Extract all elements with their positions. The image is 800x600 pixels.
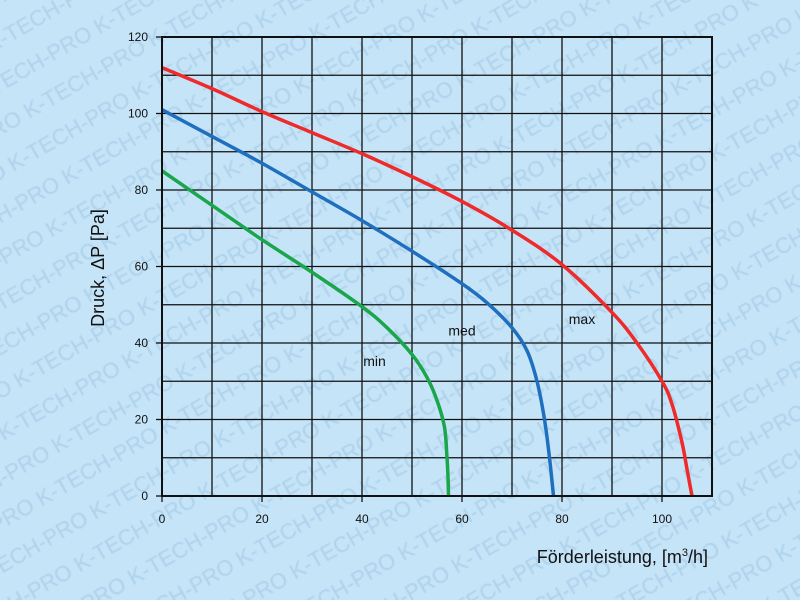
x-tick-label: 100 bbox=[652, 512, 672, 526]
series-line-max bbox=[161, 65, 694, 497]
x-tick-label: 60 bbox=[455, 512, 469, 526]
x-tick-label: 20 bbox=[255, 512, 269, 526]
series-line-min bbox=[161, 169, 451, 497]
y-axis-label: Druck, ΔP [Pa] bbox=[88, 209, 108, 327]
x-axis-label: Förderleistung, [m3/h] bbox=[537, 547, 708, 567]
y-tick-label: 120 bbox=[128, 30, 148, 44]
y-tick-label: 20 bbox=[135, 413, 149, 427]
y-tick-label: 40 bbox=[135, 336, 149, 350]
series-line-med bbox=[161, 108, 556, 497]
x-tick-label: 0 bbox=[159, 512, 166, 526]
grid bbox=[161, 36, 713, 497]
series-label-med: med bbox=[448, 322, 475, 338]
x-tick-label: 80 bbox=[555, 512, 569, 526]
series-label-max: max bbox=[569, 311, 595, 327]
y-tick-label: 100 bbox=[128, 107, 148, 121]
tick-labels: 0 20 40 60 80 100 0 20 40 60 80 100 120 bbox=[128, 30, 672, 526]
series-labels: max med min bbox=[363, 311, 595, 369]
y-tick-label: 0 bbox=[141, 489, 148, 503]
x-tick-label: 40 bbox=[355, 512, 369, 526]
y-tick-label: 60 bbox=[135, 260, 149, 274]
series-label-min: min bbox=[363, 353, 386, 369]
series-lines bbox=[161, 65, 694, 497]
y-tick-label: 80 bbox=[135, 183, 149, 197]
